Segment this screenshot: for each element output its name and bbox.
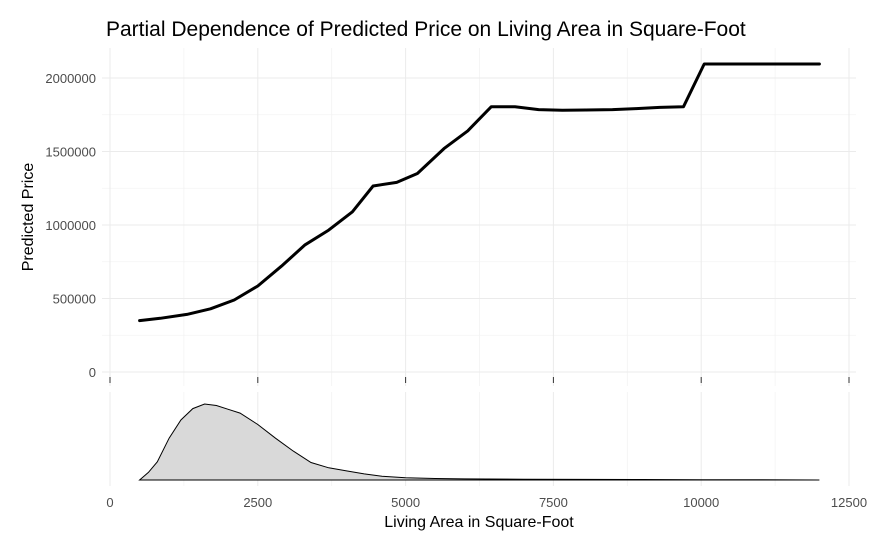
y-tick-label: 1000000 xyxy=(45,218,96,233)
x-axis-ticks: 0 2500 5000 7500 10000 12500 xyxy=(106,377,867,510)
x-axis-title: Living Area in Square-Foot xyxy=(384,514,574,531)
y-tick-label: 2000000 xyxy=(45,71,96,86)
top-panel-grid xyxy=(102,48,856,386)
x-tick-label: 2500 xyxy=(243,495,272,510)
x-tick-label: 12500 xyxy=(831,495,867,510)
x-tick-label: 5000 xyxy=(391,495,420,510)
pd-series-line xyxy=(138,62,821,323)
y-tick-label: 0 xyxy=(89,365,96,380)
y-tick-label: 500000 xyxy=(53,292,96,307)
x-tick-label: 7500 xyxy=(539,495,568,510)
x-tick-label: 10000 xyxy=(683,495,719,510)
chart-title: Partial Dependence of Predicted Price on… xyxy=(106,18,746,41)
y-axis-ticks: 0 500000 1000000 1500000 2000000 xyxy=(45,71,96,380)
living-area-density xyxy=(138,403,820,481)
y-tick-label: 1500000 xyxy=(45,145,96,160)
y-axis-title: Predicted Price xyxy=(20,163,37,272)
x-tick-label: 0 xyxy=(106,495,113,510)
